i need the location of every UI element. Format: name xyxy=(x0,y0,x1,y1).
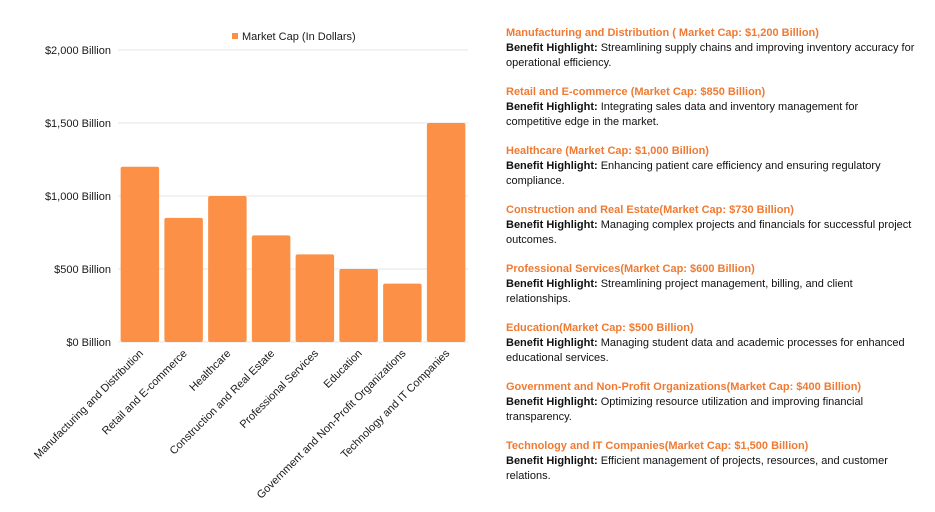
legend-label: Market Cap (In Dollars) xyxy=(242,31,356,43)
benefit-highlight-label: Benefit Highlight: xyxy=(506,337,598,349)
benefit-description: Efficient management of projects, resour… xyxy=(506,455,888,482)
benefit-title: Construction and Real Estate(Market Cap:… xyxy=(506,204,794,216)
bar xyxy=(208,196,247,342)
benefit-text: Benefit Highlight: Managing student data… xyxy=(506,336,916,366)
y-tick-label: $500 Billion xyxy=(54,264,111,276)
bar xyxy=(120,166,160,342)
benefit-title: Technology and IT Companies(Market Cap: … xyxy=(506,440,809,452)
benefit-description: Integrating sales data and inventory man… xyxy=(506,101,859,128)
benefit-entry: Manufacturing and Distribution ( Market … xyxy=(506,26,916,71)
benefit-text: Benefit Highlight: Streamlining project … xyxy=(506,277,916,307)
bar xyxy=(251,235,291,342)
x-tick-label: Healthcare xyxy=(187,348,233,394)
x-tick-label: Retail and E-commerce xyxy=(100,348,190,438)
benefit-highlight-label: Benefit Highlight: xyxy=(506,160,598,172)
benefit-title: Healthcare (Market Cap: $1,000 Billion) xyxy=(506,145,709,157)
benefit-text: Benefit Highlight: Efficient management … xyxy=(506,454,916,484)
chart-legend: Market Cap (In Dollars) xyxy=(232,31,356,43)
x-tick-label: Government and Non-Profit Organizations xyxy=(255,347,409,501)
benefit-highlight-label: Benefit Highlight: xyxy=(506,219,598,231)
benefit-description: Streamlining project management, billing… xyxy=(506,278,853,305)
benefit-description: Managing student data and academic proce… xyxy=(506,337,905,364)
benefit-entry: Government and Non-Profit Organizations(… xyxy=(506,380,916,425)
chart-bars xyxy=(120,123,466,342)
benefit-description: Managing complex projects and financials… xyxy=(506,219,912,246)
benefit-text: Benefit Highlight: Enhancing patient car… xyxy=(506,159,916,189)
bar xyxy=(426,123,466,342)
benefit-text: Benefit Highlight: Streamlining supply c… xyxy=(506,41,916,71)
benefit-title: Government and Non-Profit Organizations(… xyxy=(506,381,862,393)
bar xyxy=(164,217,203,342)
benefit-description: Optimizing resource utilization and impr… xyxy=(506,396,864,423)
y-tick-label: $0 Billion xyxy=(66,337,111,349)
benefit-highlight-label: Benefit Highlight: xyxy=(506,42,598,54)
benefit-title: Professional Services(Market Cap: $600 B… xyxy=(506,263,755,275)
benefit-highlight-label: Benefit Highlight: xyxy=(506,278,598,290)
benefit-description: Enhancing patient care efficiency and en… xyxy=(506,160,881,187)
benefit-highlight-label: Benefit Highlight: xyxy=(506,455,598,467)
y-axis-tick-labels: $0 Billion $500 Billion $1,000 Billion $1,5… xyxy=(45,45,111,349)
benefit-highlight-label: Benefit Highlight: xyxy=(506,101,598,113)
x-tick-label: Professional Services xyxy=(238,347,322,431)
benefit-text: Benefit Highlight: Optimizing resource u… xyxy=(506,395,916,425)
y-tick-label: $2,000 Billion xyxy=(45,45,111,57)
benefit-highlight-label: Benefit Highlight: xyxy=(506,396,598,408)
y-tick-label: $1,500 Billion xyxy=(45,118,111,130)
market-cap-bar-chart: Market Cap (In Dollars) $0 Billion $500 B… xyxy=(32,31,468,501)
benefit-title: Education(Market Cap: $500 Billion) xyxy=(506,322,694,334)
bar xyxy=(339,269,378,342)
benefit-entry: Professional Services(Market Cap: $600 B… xyxy=(506,262,916,307)
benefit-description: Streamlining supply chains and improving… xyxy=(506,42,915,69)
y-tick-label: $1,000 Billion xyxy=(45,191,111,203)
benefit-entry: Technology and IT Companies(Market Cap: … xyxy=(506,439,916,484)
x-tick-label: Education xyxy=(322,348,365,391)
benefit-text: Benefit Highlight: Integrating sales dat… xyxy=(506,100,916,130)
bar xyxy=(383,283,422,342)
benefit-title: Retail and E-commerce (Market Cap: $850 … xyxy=(506,86,766,98)
benefit-entry: Education(Market Cap: $500 Billion) Benef… xyxy=(506,321,916,366)
benefit-text: Benefit Highlight: Managing complex proj… xyxy=(506,218,916,248)
benefit-entry: Healthcare (Market Cap: $1,000 Billion) B… xyxy=(506,144,916,189)
benefit-entry: Construction and Real Estate(Market Cap:… xyxy=(506,203,916,248)
benefit-highlights-panel: Manufacturing and Distribution ( Market … xyxy=(506,26,916,498)
legend-swatch xyxy=(232,33,238,39)
benefit-entry: Retail and E-commerce (Market Cap: $850 … xyxy=(506,85,916,130)
benefit-title: Manufacturing and Distribution ( Market … xyxy=(506,27,819,39)
bar xyxy=(295,254,335,342)
